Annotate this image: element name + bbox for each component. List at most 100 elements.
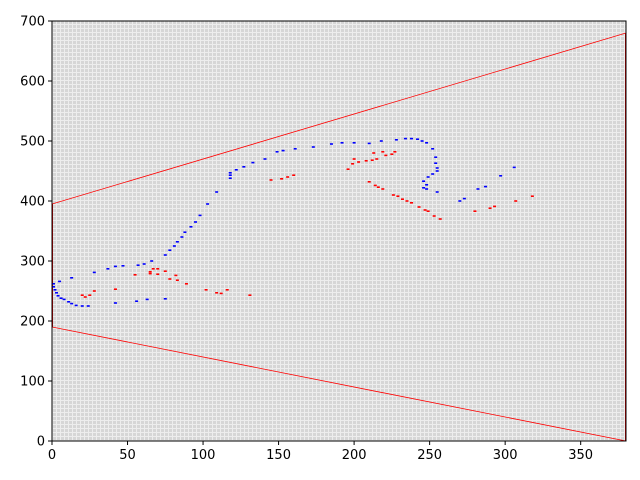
data-point [55, 292, 59, 294]
plot-frame [51, 20, 627, 442]
data-point [410, 137, 414, 140]
data-point [292, 174, 296, 176]
data-point [438, 218, 442, 220]
x-tick-label: 0 [48, 448, 56, 463]
data-point [70, 277, 74, 279]
data-point [206, 203, 210, 205]
data-point [234, 169, 238, 171]
y-tick-label: 400 [20, 195, 45, 210]
data-point [357, 161, 361, 163]
y-tick-label: 500 [20, 135, 45, 150]
data-point [163, 270, 167, 272]
data-point [434, 162, 438, 164]
data-point [269, 179, 273, 181]
data-point [499, 175, 503, 177]
data-point [329, 143, 333, 145]
x-tick-label: 150 [266, 448, 291, 463]
x-tick-label: 300 [493, 448, 518, 463]
x-tick-label: 50 [119, 448, 136, 463]
data-point [373, 184, 377, 187]
data-point [423, 209, 427, 211]
data-point [113, 288, 117, 290]
data-point [251, 161, 255, 164]
data-point [219, 292, 223, 295]
data-point [396, 195, 400, 197]
data-point [376, 186, 380, 188]
data-point [530, 195, 534, 197]
data-point [194, 221, 197, 223]
data-point [183, 231, 187, 233]
y-tick-label: 600 [20, 75, 45, 90]
data-point [70, 302, 74, 305]
data-point [80, 305, 84, 307]
data-point [484, 185, 488, 188]
data-point [493, 205, 497, 208]
data-point [248, 294, 252, 296]
data-point [145, 298, 149, 301]
data-point [53, 289, 57, 291]
data-point [364, 160, 368, 162]
data-point [293, 148, 297, 150]
y-tick-label: 100 [20, 375, 45, 390]
data-point [367, 181, 371, 183]
data-point [62, 298, 66, 301]
data-point [422, 180, 426, 182]
data-point [351, 163, 355, 165]
data-point [74, 304, 78, 307]
data-point [88, 294, 92, 296]
data-point [381, 151, 385, 153]
data-point [425, 188, 429, 190]
data-point [113, 265, 117, 268]
data-point [426, 176, 430, 178]
data-point [156, 268, 160, 270]
data-point [228, 174, 232, 176]
data-point [375, 158, 379, 160]
boundary-line [52, 32, 626, 205]
data-point [204, 289, 208, 291]
data-point [174, 274, 178, 277]
data-point [473, 210, 477, 212]
data-point [175, 279, 179, 281]
data-point [281, 149, 285, 152]
data-point [168, 278, 172, 280]
data-point [56, 295, 60, 297]
data-point [476, 188, 480, 190]
data-point [435, 167, 439, 169]
data-point [416, 138, 420, 140]
data-point [422, 187, 426, 189]
data-point [280, 178, 284, 180]
data-point [121, 265, 125, 267]
data-point [384, 154, 388, 157]
data-point [434, 156, 438, 158]
data-point [435, 170, 439, 172]
data-point [184, 283, 188, 285]
boundary-line [52, 326, 626, 441]
data-point [156, 273, 160, 275]
data-point [148, 272, 152, 275]
data-point [514, 200, 518, 202]
data-point [431, 173, 435, 175]
x-tick-label: 250 [417, 448, 442, 463]
data-point [403, 137, 407, 140]
data-point [113, 302, 117, 304]
data-point [215, 292, 219, 294]
data-point [151, 268, 155, 270]
data-point [92, 290, 96, 292]
data-point [242, 166, 246, 168]
data-point [58, 280, 62, 283]
data-point [92, 271, 96, 274]
data-point [52, 283, 56, 285]
data-point [372, 152, 376, 154]
x-tick-label: 350 [568, 448, 593, 463]
data-point [390, 153, 394, 155]
data-point [163, 298, 167, 300]
boundary-lines [52, 32, 626, 441]
data-point [263, 158, 267, 160]
data-point [180, 236, 184, 238]
data-point [420, 140, 424, 142]
x-axis: 0 50 100 150 200 250 300 350 [48, 441, 593, 463]
data-point [136, 264, 140, 266]
x-tick-label: 200 [342, 448, 367, 463]
data-point [172, 245, 176, 247]
